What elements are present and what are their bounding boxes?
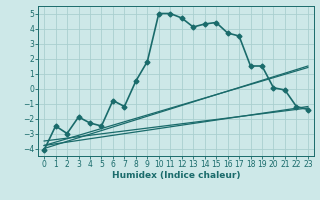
X-axis label: Humidex (Indice chaleur): Humidex (Indice chaleur) — [112, 171, 240, 180]
